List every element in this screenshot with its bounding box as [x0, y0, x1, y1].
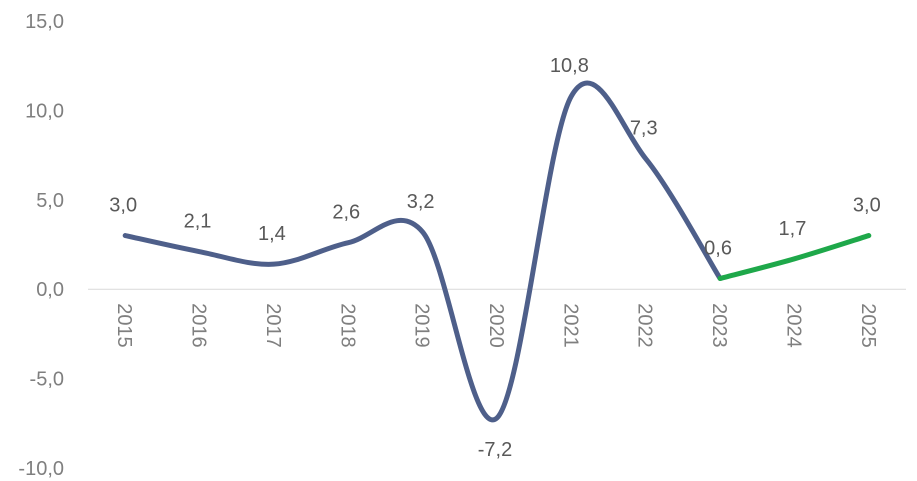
data-label: 2,1 [184, 211, 212, 233]
data-label: 3,0 [109, 195, 137, 217]
y-tick-label: 15,0 [25, 11, 64, 33]
data-label: 1,4 [258, 223, 286, 245]
x-tick-label: 2016 [188, 303, 210, 348]
y-tick-label: 0,0 [36, 279, 64, 301]
series-line-0 [122, 80, 723, 423]
x-tick-label: 2015 [113, 303, 135, 348]
y-tick-label: -5,0 [30, 369, 64, 391]
y-tick-label: 5,0 [36, 190, 64, 212]
x-tick-label: 2021 [559, 303, 581, 348]
y-axis-ticks: 15,0 10,0 5,0 0,0 -5,0 -10,0 [18, 11, 64, 480]
x-axis-ticks: 2015 2016 2017 2018 2019 2020 2021 2022 2023 2024… [113, 303, 879, 348]
x-tick-label: 2023 [708, 303, 730, 348]
data-label: 7,3 [630, 118, 658, 140]
x-tick-label: 2025 [857, 303, 879, 348]
x-tick-label: 2017 [262, 303, 284, 348]
series-line-1 [717, 233, 872, 281]
y-tick-label: -10,0 [18, 458, 64, 480]
y-tick-label: 10,0 [25, 100, 64, 122]
x-tick-label: 2022 [634, 303, 656, 348]
data-label: 1,7 [779, 218, 807, 240]
x-tick-label: 2018 [336, 303, 358, 348]
data-label: 10,8 [550, 55, 589, 77]
data-labels: 3,0 2,1 1,4 2,6 3,2 -7,2 10,8 7,3 0,6 1,7 3,0 [109, 55, 880, 461]
x-tick-label: 2020 [485, 303, 507, 348]
x-tick-label: 2019 [411, 303, 433, 348]
data-label: 3,0 [853, 195, 881, 217]
data-label: -7,2 [478, 439, 512, 461]
series-lines [122, 80, 872, 423]
x-tick-label: 2024 [782, 303, 804, 348]
data-label: 3,2 [407, 191, 435, 213]
data-label: 2,6 [332, 202, 360, 224]
data-label: 0,6 [704, 237, 732, 259]
